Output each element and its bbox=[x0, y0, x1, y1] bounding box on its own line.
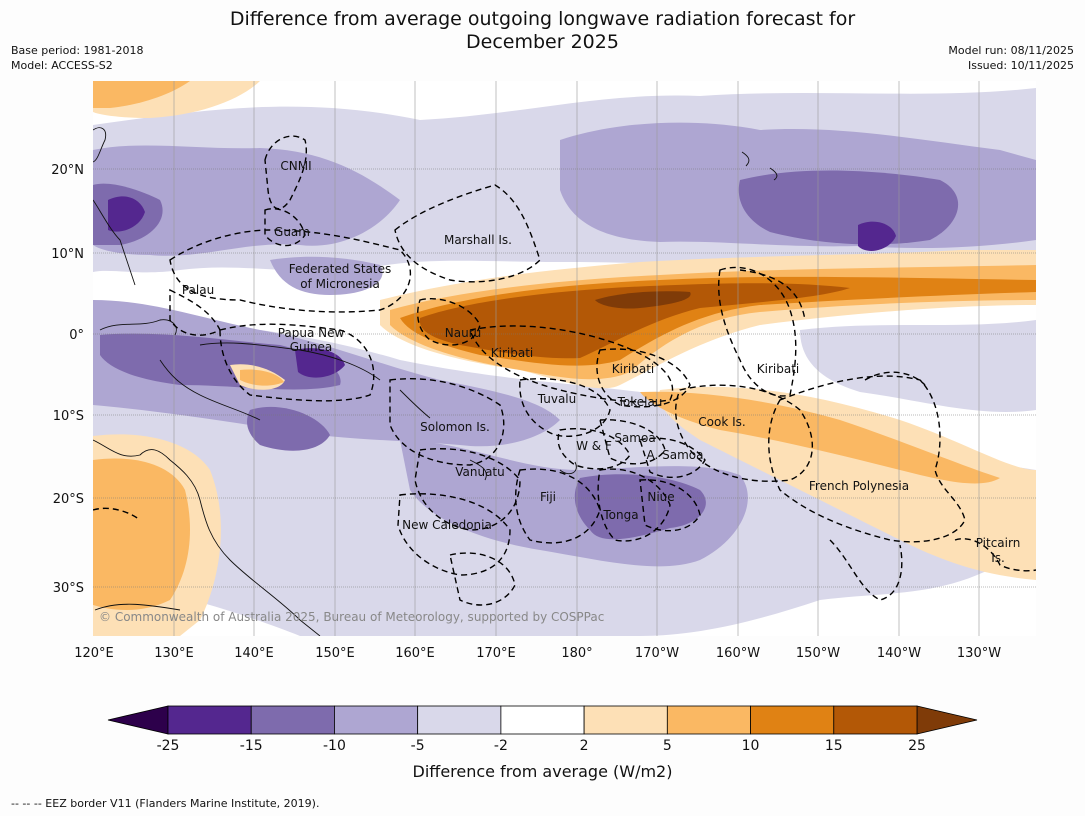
model-text: Model: ACCESS-S2 bbox=[11, 59, 113, 72]
colorbar-swatch bbox=[833, 705, 918, 735]
label-kiribati-central: Kiribati bbox=[612, 362, 654, 376]
label-tuvalu: Tuvalu bbox=[537, 392, 577, 406]
lon-tick-label: 180° bbox=[561, 646, 592, 661]
colorbar: -25 -15 -10 -5 -2 2 5 10 15 25 bbox=[107, 705, 978, 754]
label-american-samoa: A. Samoa bbox=[647, 448, 704, 462]
lon-tick-label: 120°E bbox=[74, 646, 114, 661]
lon-tick-label: 160°E bbox=[395, 646, 435, 661]
label-vanuatu: Vanuatu bbox=[455, 465, 505, 479]
chart-title: Difference from average outgoing longwav… bbox=[0, 8, 1085, 54]
colorbar-tick-label: -5 bbox=[411, 738, 425, 754]
anomaly-band-very-strong-positive bbox=[419, 283, 850, 359]
label-pitcairn-line2: Is. bbox=[991, 551, 1005, 565]
label-solomon: Solomon Is. bbox=[420, 420, 490, 434]
colorbar-swatch bbox=[417, 705, 502, 735]
lat-tick-label: 30°S bbox=[53, 581, 84, 596]
map-plot-area: CNMI Guam Marshall Is. Federated States … bbox=[93, 81, 1036, 636]
latitude-axis: 20°N 10°N 0° 10°S 20°S 30°S bbox=[51, 163, 84, 596]
colorbar-extend-low bbox=[107, 705, 169, 735]
colorbar-swatch bbox=[750, 705, 835, 735]
colorbar-tick-label: 5 bbox=[663, 738, 672, 754]
colorbar-tick-label: -25 bbox=[157, 738, 180, 754]
anomaly-band-very-strong-negative bbox=[108, 196, 896, 378]
label-tokelau: Tokelau bbox=[617, 395, 663, 409]
label-kiribati-west: Kiribati bbox=[491, 346, 533, 360]
colorbar-tick-label: 15 bbox=[825, 738, 843, 754]
colorbar-swatch bbox=[250, 705, 335, 735]
label-kiribati-east: Kiribati bbox=[757, 362, 799, 376]
title-line-1: Difference from average outgoing longwav… bbox=[229, 8, 856, 30]
colorbar-tick-label: -10 bbox=[323, 738, 346, 754]
lon-tick-label: 150°W bbox=[796, 646, 840, 661]
colorbar-tick-label: 2 bbox=[580, 738, 589, 754]
label-cook: Cook Is. bbox=[698, 415, 745, 429]
issued-text: Issued: 10/11/2025 bbox=[967, 59, 1074, 72]
label-marshall: Marshall Is. bbox=[444, 233, 512, 247]
footer-eez-note: -- -- -- EEZ border V11 (Flanders Marine… bbox=[11, 797, 320, 810]
label-png-line2: Guinea bbox=[290, 340, 333, 354]
label-guam: Guam bbox=[274, 225, 310, 239]
label-samoa: Samoa bbox=[614, 431, 655, 445]
label-nauru: Nauru bbox=[445, 326, 481, 340]
label-fsm-line1: Federated States bbox=[289, 262, 391, 276]
colorbar-tick-label: -2 bbox=[494, 738, 508, 754]
colorbar-title: Difference from average (W/m2) bbox=[412, 762, 673, 781]
lat-tick-label: 10°S bbox=[53, 409, 84, 424]
colorbar-swatch bbox=[666, 705, 751, 735]
model-run-text: Model run: 08/11/2025 bbox=[948, 44, 1074, 57]
label-new-caledonia: New Caledonia bbox=[402, 518, 492, 532]
colorbar-tick-label: 25 bbox=[908, 738, 926, 754]
label-cnmi: CNMI bbox=[280, 159, 311, 173]
title-line-2: December 2025 bbox=[466, 31, 619, 53]
lon-tick-label: 130°E bbox=[154, 646, 194, 661]
lon-tick-label: 130°W bbox=[957, 646, 1001, 661]
colorbar-swatch bbox=[334, 705, 419, 735]
lat-tick-label: 0° bbox=[69, 328, 84, 343]
meta-right: Model run: 08/11/2025 Issued: 10/11/2025 bbox=[948, 43, 1074, 73]
label-wallis-futuna: W & F bbox=[576, 439, 612, 453]
label-fsm-line2: of Micronesia bbox=[300, 277, 380, 291]
label-tonga: Tonga bbox=[602, 508, 638, 522]
label-niue: Niue bbox=[647, 490, 674, 504]
lon-tick-label: 140°W bbox=[877, 646, 921, 661]
label-fiji: Fiji bbox=[540, 490, 556, 504]
label-pitcairn-line1: Pitcairn bbox=[976, 536, 1021, 550]
lat-tick-label: 20°S bbox=[53, 492, 84, 507]
label-french-polynesia: French Polynesia bbox=[809, 479, 909, 493]
colorbar-swatch bbox=[167, 705, 252, 735]
colorbar-swatch bbox=[500, 705, 585, 735]
coastlines bbox=[93, 127, 778, 636]
lon-tick-label: 140°E bbox=[234, 646, 274, 661]
longitude-axis: 120°E 130°E 140°E 150°E 160°E 170°E 180°… bbox=[74, 646, 1001, 661]
base-period-text: Base period: 1981-2018 bbox=[11, 44, 144, 57]
colorbar-extend-high bbox=[916, 705, 978, 735]
lon-tick-label: 160°W bbox=[716, 646, 760, 661]
label-png-line1: Papua New bbox=[278, 326, 345, 340]
lon-tick-label: 150°E bbox=[315, 646, 355, 661]
colorbar-tick-label: 10 bbox=[742, 738, 760, 754]
lat-tick-label: 20°N bbox=[51, 163, 84, 178]
colorbar-tick-label: -15 bbox=[240, 738, 263, 754]
map-gridlines bbox=[173, 81, 980, 636]
lat-tick-label: 10°N bbox=[51, 247, 84, 262]
eez-borders bbox=[93, 135, 1036, 606]
lon-tick-label: 170°W bbox=[635, 646, 679, 661]
lon-tick-label: 170°E bbox=[476, 646, 516, 661]
meta-left: Base period: 1981-2018 Model: ACCESS-S2 bbox=[11, 43, 143, 73]
copyright-text: © Commonwealth of Australia 2025, Bureau… bbox=[99, 610, 604, 624]
colorbar-swatch bbox=[583, 705, 668, 735]
label-palau: Palau bbox=[182, 283, 214, 297]
